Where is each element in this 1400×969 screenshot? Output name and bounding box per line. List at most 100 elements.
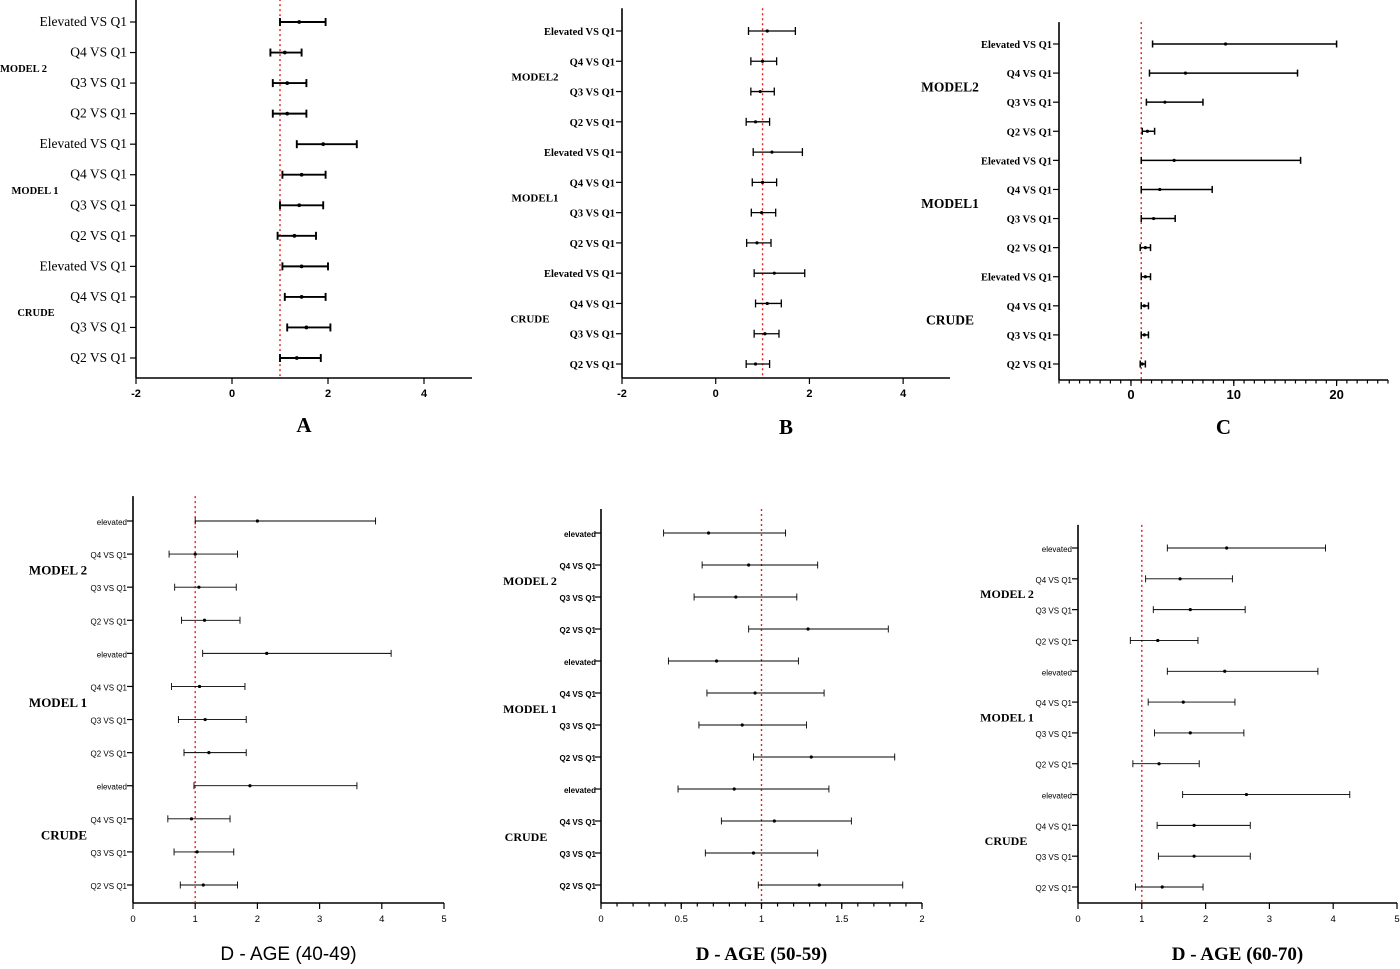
point-estimate (753, 120, 758, 124)
point-estimate (265, 651, 269, 655)
point-estimate (734, 595, 738, 599)
point-estimate (758, 89, 762, 94)
point-estimate (1244, 792, 1249, 797)
group-label: MODEL 1 (29, 695, 87, 710)
row-label: Elevated VS Q1 (981, 40, 1052, 51)
row-label: Q4 VS Q1 (560, 562, 597, 571)
x-tick-label: 0 (229, 388, 235, 400)
point-estimate (706, 531, 711, 535)
point-estimate (297, 20, 302, 24)
row-label: Q3 VS Q1 (570, 88, 615, 99)
row-label: Q2 VS Q1 (1036, 884, 1073, 893)
point-estimate (299, 295, 304, 299)
row-label: Q4 VS Q1 (91, 683, 128, 692)
group-label: MODEL 2 (0, 64, 47, 75)
row-label: Elevated VS Q1 (544, 148, 615, 159)
point-estimate (751, 851, 756, 855)
row-label: Q3 VS Q1 (91, 717, 128, 726)
point-estimate (1188, 608, 1192, 612)
point-estimate (248, 784, 252, 788)
x-tick-label: 4 (421, 388, 428, 400)
row-label: Q3 VS Q1 (91, 584, 128, 593)
point-estimate (195, 850, 199, 854)
row-label: Q3 VS Q1 (1036, 607, 1073, 616)
forest-panel-d2: 0 0.5 1 1.5 2 elevated Q4 VS Q1 Q3 VS Q1 Q2 VS Q… (503, 509, 925, 965)
row-label: Q2 VS Q1 (70, 350, 127, 365)
row-label: Q4 VS Q1 (1036, 699, 1073, 708)
x-tick-label: 1 (1139, 914, 1144, 925)
row-label: Q4 VS Q1 (570, 178, 615, 189)
point-estimate (1142, 333, 1146, 337)
row-label: elevated (97, 650, 127, 659)
x-tick-label: 3 (1267, 914, 1272, 925)
row-label: Q3 VS Q1 (560, 850, 597, 859)
row-label: Q4 VS Q1 (570, 299, 615, 310)
point-estimate (203, 717, 207, 722)
forest-panel-b: -2 0 2 4 Elevated VS Q1 Q4 VS Q1 Q3 VS Q1 Q2 VS… (510, 8, 950, 439)
point-estimate (1225, 546, 1229, 550)
point-estimate (809, 755, 813, 759)
row-label: Q3 VS Q1 (91, 849, 128, 858)
group-label: MODEL 1 (980, 711, 1034, 725)
row-label: Q3 VS Q1 (570, 330, 615, 341)
panel-title: A (296, 413, 312, 437)
row-label: Q3 VS Q1 (1007, 98, 1052, 109)
row-label: Q4 VS Q1 (560, 818, 597, 827)
row-label: Q2 VS Q1 (1007, 127, 1052, 138)
point-estimate (304, 325, 309, 330)
row-label: Q2 VS Q1 (560, 626, 597, 635)
row-label: elevated (564, 530, 596, 539)
row-label: Q4 VS Q1 (570, 57, 615, 68)
row-label: Q3 VS Q1 (570, 209, 615, 220)
row-label: Q2 VS Q1 (1036, 761, 1073, 770)
group-label: CRUDE (926, 312, 974, 327)
point-estimate (207, 751, 211, 755)
x-tick-label: 1 (759, 914, 764, 925)
x-tick-label: 0 (1127, 387, 1134, 402)
row-label: Q3 VS Q1 (1036, 853, 1073, 862)
point-estimate (189, 817, 194, 821)
point-estimate (297, 203, 302, 208)
row-label: Q4 VS Q1 (70, 289, 127, 304)
row-label: Q4 VS Q1 (1007, 185, 1052, 196)
x-tick-label: 2 (806, 388, 812, 400)
point-estimate (201, 883, 205, 887)
row-label: elevated (97, 783, 127, 792)
point-estimate (806, 627, 810, 631)
row-label: Elevated VS Q1 (40, 14, 128, 29)
row-label: elevated (1042, 668, 1072, 677)
forest-panel-c: 0 10 20 Elevated VS Q1 Q4 VS Q1 Q3 VS Q1 Q2 VS… (921, 22, 1389, 439)
group-label: CRUDE (505, 830, 548, 844)
row-label: Elevated VS Q1 (981, 273, 1052, 284)
group-label: MODEL1 (511, 193, 558, 205)
x-tick-label: 0 (598, 914, 603, 925)
point-estimate (747, 563, 751, 567)
row-label: Q3 VS Q1 (70, 197, 127, 212)
group-label: CRUDE (17, 308, 54, 319)
row-label: elevated (1042, 545, 1072, 554)
group-label: MODEL1 (921, 196, 979, 211)
point-estimate (760, 59, 765, 63)
group-label: MODEL2 (511, 71, 559, 83)
x-tick-label: 1 (193, 914, 198, 925)
point-estimate (1142, 304, 1146, 308)
point-estimate (772, 271, 776, 275)
x-tick-label: 10 (1227, 387, 1241, 402)
point-estimate (1192, 823, 1196, 827)
row-label: Q3 VS Q1 (560, 594, 597, 603)
x-tick-label: 2 (919, 914, 924, 925)
point-estimate (753, 362, 758, 366)
x-tick-label: 4 (900, 388, 907, 400)
panel-title: D - AGE (40-49) (220, 944, 356, 965)
x-tick-label: -2 (617, 388, 627, 400)
row-label: Elevated VS Q1 (544, 27, 615, 38)
row-label: Q2 VS Q1 (70, 228, 127, 243)
point-estimate (202, 618, 207, 622)
row-label: Q2 VS Q1 (1007, 244, 1052, 255)
row-label: Q4 VS Q1 (70, 45, 127, 60)
group-label: MODEL 2 (503, 574, 557, 588)
x-tick-label: 4 (379, 914, 384, 925)
point-estimate (770, 150, 774, 154)
row-label: Q4 VS Q1 (1036, 822, 1073, 831)
point-estimate (740, 723, 744, 727)
